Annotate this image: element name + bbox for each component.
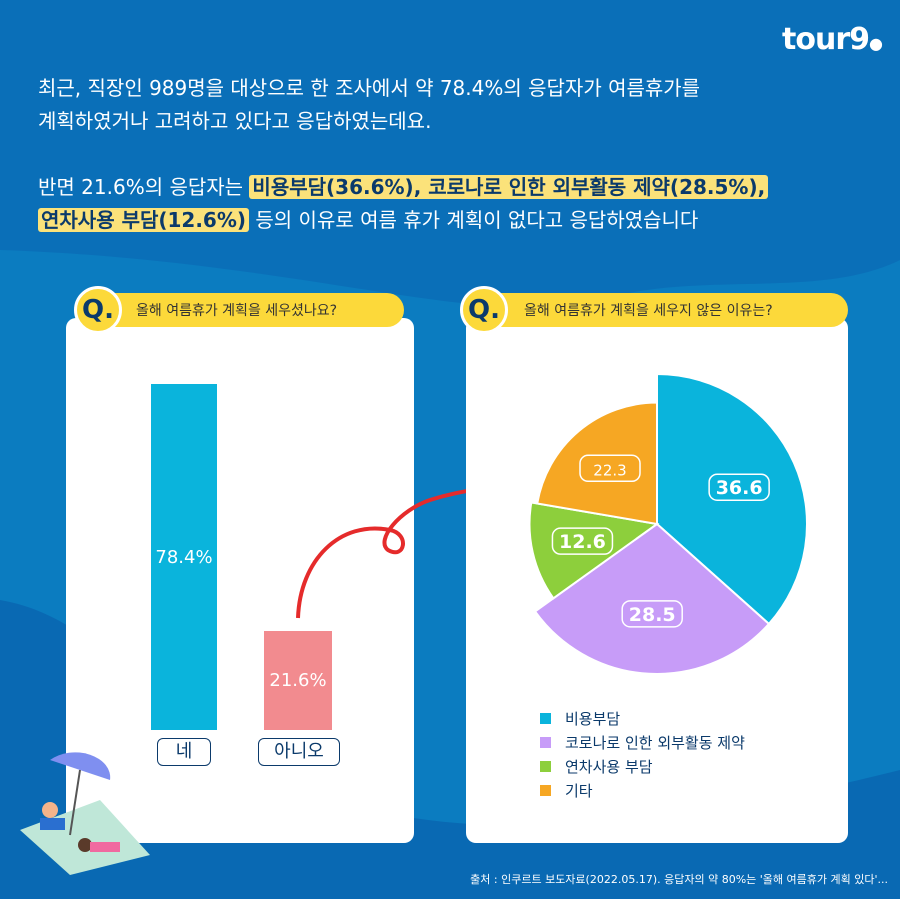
legend-item: 기타 — [540, 778, 745, 802]
pie-slice — [656, 372, 808, 626]
pie-label-box — [579, 454, 641, 483]
bar-yes: 78.4% — [151, 384, 217, 730]
source-note: 출처 : 인쿠르트 보도자료(2022.05.17). 응답자의 약 80%는 … — [470, 873, 888, 886]
legend-swatch — [540, 736, 551, 748]
legend-swatch — [540, 760, 551, 772]
bar-no-label: 아니오 — [258, 738, 340, 766]
left-question: 올해 여름휴가 계획을 세우셨나요? — [84, 293, 404, 327]
right-question: 올해 여름휴가 계획을 세우지 않은 이유는? — [472, 293, 848, 327]
bar-yes-value: 78.4% — [155, 546, 213, 568]
q-badge-left: Q. — [74, 286, 122, 334]
left-question-text: 올해 여름휴가 계획을 세우셨나요? — [136, 303, 338, 319]
intro-line-2: 계획하였거나 고려하고 있다고 응답하였는데요. — [38, 109, 432, 133]
legend-swatch — [540, 784, 551, 796]
pie-slice — [536, 401, 658, 526]
q-badge-right: Q. — [460, 286, 508, 334]
pie-slice — [533, 522, 771, 675]
legend-label: 기타 — [565, 781, 593, 800]
intro-line-1: 최근, 직장인 989명을 대상으로 한 조사에서 약 78.4%의 응답자가 … — [38, 76, 701, 100]
intro-p2-start: 반면 21.6%의 응답자는 — [38, 175, 250, 199]
legend-label: 연차사용 부담 — [565, 757, 653, 776]
pie-label-box — [708, 473, 770, 501]
legend-swatch — [540, 712, 551, 724]
intro-text: 최근, 직장인 989명을 대상으로 한 조사에서 약 78.4%의 응답자가 … — [38, 72, 878, 270]
legend-label: 비용부담 — [565, 709, 621, 728]
bar-yes-label: 네 — [157, 738, 211, 766]
legend-item: 코로나로 인한 외부활동 제약 — [540, 730, 745, 754]
highlight-2: 연차사용 부담(12.6%) — [38, 208, 250, 232]
intro-p2-end: 등의 이유로 여름 휴가 계획이 없다고 응답하였습니다 — [249, 208, 699, 232]
legend-item: 비용부담 — [540, 706, 745, 730]
bar-no-value: 21.6% — [269, 670, 327, 691]
pie-label: 22.3 — [593, 461, 626, 479]
legend-item: 연차사용 부담 — [540, 754, 745, 778]
tourgo-logo: tour9● — [782, 22, 883, 57]
legend-label: 코로나로 인한 외부활동 제약 — [565, 733, 745, 752]
right-question-text: 올해 여름휴가 계획을 세우지 않은 이유는? — [524, 303, 773, 319]
pie-label: 36.6 — [716, 477, 763, 499]
legend: 비용부담 코로나로 인한 외부활동 제약 연차사용 부담 기타 — [540, 706, 745, 802]
highlight-1: 비용부담(36.6%), 코로나로 인한 외부활동 제약(28.5%), — [249, 175, 769, 199]
bar-no: 21.6% — [264, 631, 332, 730]
pie-slice — [528, 501, 660, 600]
pie-label-box — [621, 600, 683, 628]
pie-label-box — [551, 527, 614, 555]
beach-illustration-icon — [20, 752, 150, 875]
pie-label: 28.5 — [629, 604, 676, 626]
left-card — [66, 318, 414, 843]
pie-chart: 36.6 28.5 12.6 22.3 — [528, 372, 808, 675]
pie-label: 12.6 — [559, 531, 606, 553]
